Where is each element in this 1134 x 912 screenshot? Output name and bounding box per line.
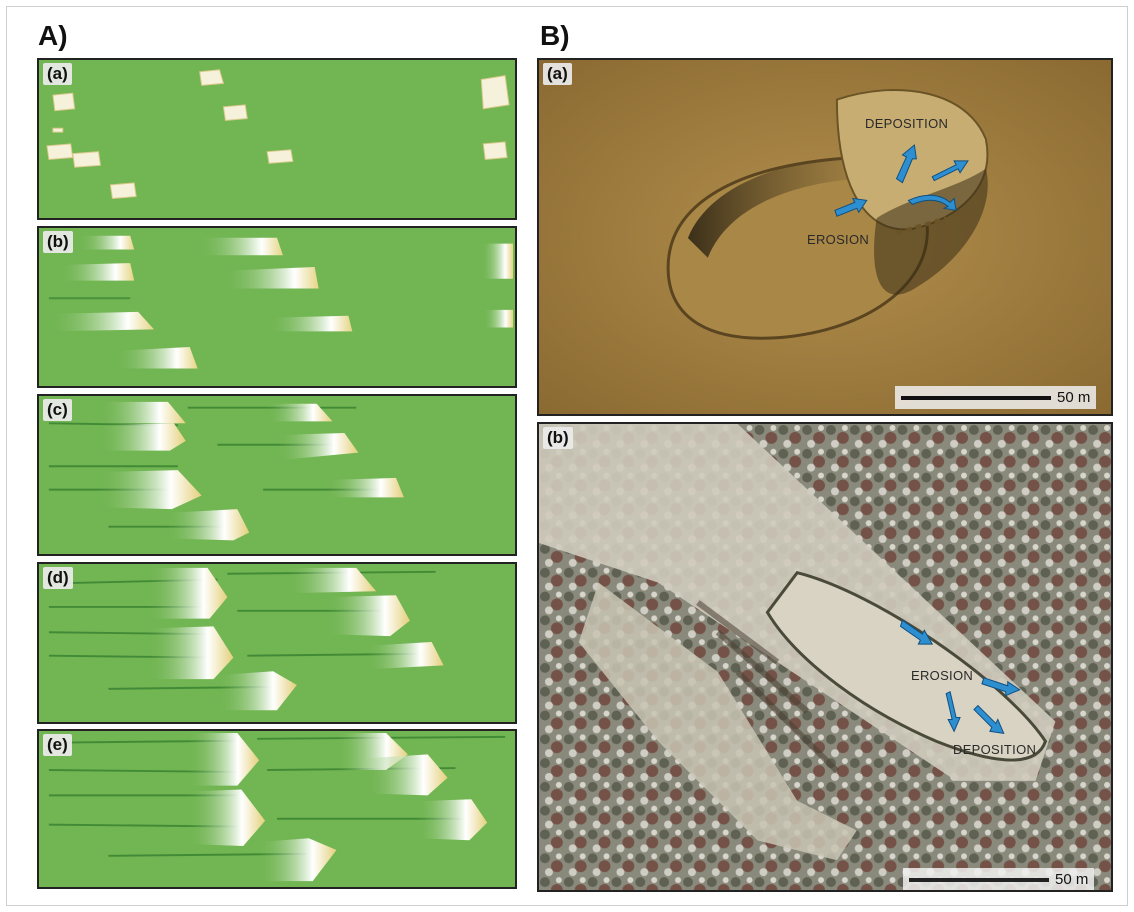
deposition-label: DEPOSITION	[865, 116, 949, 131]
erosion-label: EROSION	[911, 668, 974, 683]
panel-label: (e)	[43, 734, 72, 756]
scale-bar-line	[909, 877, 1049, 882]
simulation-panel-b: (b)	[37, 226, 517, 388]
erosion-label: EROSION	[807, 232, 870, 247]
aerial-photo-b: (b) EROSION DEPOSITION 50 m	[537, 422, 1113, 892]
scale-bar: 50 m	[903, 868, 1095, 890]
figure-frame	[6, 6, 1128, 906]
panel-label: (b)	[543, 427, 573, 449]
scale-bar: 50 m	[895, 386, 1097, 409]
panel-label: (b)	[43, 231, 73, 253]
scale-text: 50 m	[1057, 389, 1091, 406]
simulation-panel-a: (a)	[37, 58, 517, 220]
scale-bar-line	[901, 395, 1051, 400]
simulation-panel-d: (d)	[37, 562, 517, 724]
simulation-d-image	[39, 564, 515, 722]
simulation-panel-e: (e)	[37, 729, 517, 889]
aerial-photo-a-image	[539, 60, 1111, 414]
panel-label: (c)	[43, 399, 72, 421]
simulation-a-image	[39, 60, 515, 218]
aerial-photo-b-image	[539, 424, 1111, 890]
section-b-label: B)	[540, 20, 570, 51]
panel-label: (a)	[43, 63, 72, 85]
panel-label: (a)	[543, 63, 572, 85]
deposition-label: DEPOSITION	[953, 742, 1037, 757]
scale-text: 50 m	[1055, 871, 1089, 888]
simulation-e-image	[39, 731, 515, 887]
simulation-c-image	[39, 396, 515, 554]
section-a-label: A)	[38, 20, 68, 51]
simulation-panel-c: (c)	[37, 394, 517, 556]
aerial-photo-a: (a) DEPOSITION EROSION 50 m	[537, 58, 1113, 416]
panel-label: (d)	[43, 567, 73, 589]
simulation-b-image	[39, 228, 515, 386]
